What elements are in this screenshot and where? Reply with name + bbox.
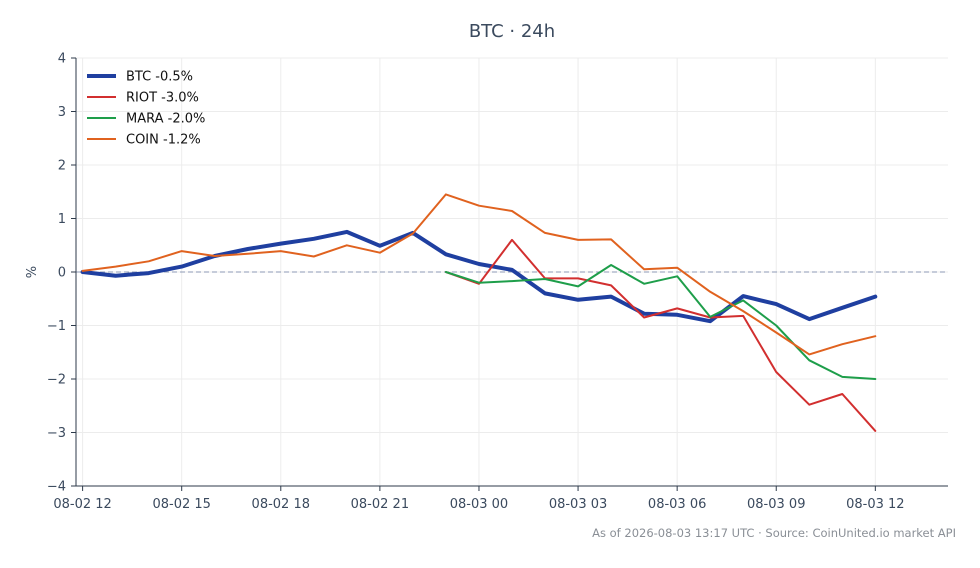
x-tick-label: 08-03 12 bbox=[846, 497, 904, 512]
x-tick-label: 08-02 21 bbox=[351, 497, 409, 512]
y-tick-label: −1 bbox=[47, 319, 66, 334]
legend: BTC -0.5% RIOT -3.0% MARA -2.0% COIN -1.2% bbox=[87, 70, 205, 148]
series-layer bbox=[80, 193, 878, 432]
legend-label-btc: BTC -0.5% bbox=[126, 70, 193, 85]
y-tick-label: −4 bbox=[47, 480, 66, 495]
grid-layer bbox=[76, 57, 948, 487]
y-tick-label: 3 bbox=[58, 105, 66, 120]
y-tick-label: 0 bbox=[58, 266, 66, 281]
x-tick-label: 08-02 12 bbox=[53, 497, 111, 512]
legend-label-coin: COIN -1.2% bbox=[126, 133, 201, 148]
series-line-mara bbox=[444, 264, 877, 380]
y-axis-label: % bbox=[25, 266, 40, 278]
x-tick-label: 08-03 03 bbox=[549, 497, 607, 512]
chart-title: BTC · 24h bbox=[469, 21, 555, 42]
x-tick-label: 08-03 06 bbox=[648, 497, 706, 512]
y-tick-label: 2 bbox=[58, 159, 66, 174]
x-tick-label: 08-02 18 bbox=[252, 497, 310, 512]
legend-label-mara: MARA -2.0% bbox=[126, 112, 205, 127]
y-tick-label: 4 bbox=[58, 52, 66, 67]
series-line-riot bbox=[444, 238, 877, 432]
y-tick-label: −3 bbox=[47, 426, 66, 441]
series-line-coin bbox=[81, 193, 877, 356]
y-tick-label: −2 bbox=[47, 373, 66, 388]
x-tick-label: 08-03 00 bbox=[450, 497, 508, 512]
footer-source-text: As of 2026-08-03 13:17 UTC · Source: Coi… bbox=[592, 526, 956, 540]
y-tick-label: 1 bbox=[58, 212, 66, 227]
axis-layer: −4 −3 −2 −1 0 1 2 3 4 08-02 12 08-02 15 08-02 18 08-… bbox=[47, 52, 948, 512]
x-tick-label: 08-03 09 bbox=[747, 497, 805, 512]
x-tick-label: 08-02 15 bbox=[152, 497, 210, 512]
legend-label-riot: RIOT -3.0% bbox=[126, 91, 199, 106]
